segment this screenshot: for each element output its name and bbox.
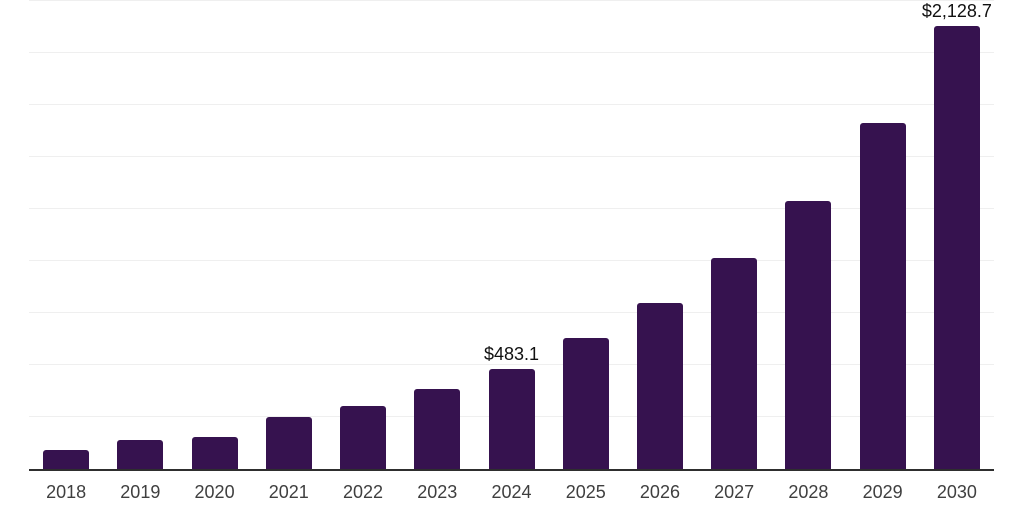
x-tick-2020: 2020: [194, 482, 235, 502]
bar-2025[interactable]: [562, 337, 609, 469]
gridline-500: [29, 364, 994, 365]
x-tick-2024: 2024: [491, 482, 532, 502]
bar-2028[interactable]: [785, 200, 832, 469]
x-tick-2029: 2029: [862, 482, 903, 502]
data-label-2024: $483.1: [483, 343, 540, 364]
x-tick-2028: 2028: [788, 482, 829, 502]
gridline-750: [29, 312, 994, 313]
bar-2024[interactable]: [488, 368, 535, 469]
gridline-2000: [29, 52, 994, 53]
gridline-1750: [29, 104, 994, 105]
data-label-2030: $2,128.7: [921, 1, 992, 22]
x-axis-line: [29, 469, 994, 471]
x-tick-2021: 2021: [268, 482, 309, 502]
gridline-1250: [29, 208, 994, 209]
bar-2019[interactable]: [117, 440, 164, 469]
x-axis: 2018 2019 2020 2021 2022 2023 2024 2025 2026 2027…: [29, 471, 994, 512]
x-tick-2023: 2023: [417, 482, 458, 502]
x-tick-2030: 2030: [936, 482, 977, 502]
x-tick-2022: 2022: [343, 482, 384, 502]
bar-2021[interactable]: [265, 417, 312, 469]
bar-2027[interactable]: [711, 258, 758, 469]
gridline-1500: [29, 156, 994, 157]
x-tick-2025: 2025: [565, 482, 606, 502]
bar-2018[interactable]: [43, 449, 90, 469]
bar-2020[interactable]: [191, 437, 238, 469]
bar-2030[interactable]: [933, 26, 980, 469]
gridline-1000: [29, 260, 994, 261]
x-tick-2027: 2027: [714, 482, 755, 502]
x-tick-2026: 2026: [639, 482, 680, 502]
plot-area: $483.1 $2,128.7: [29, 0, 994, 469]
gridline-2250: [29, 0, 994, 1]
bar-2029[interactable]: [859, 123, 906, 469]
bar-2026[interactable]: [636, 302, 683, 469]
x-tick-2019: 2019: [120, 482, 161, 502]
x-tick-2018: 2018: [46, 482, 87, 502]
bar-2022[interactable]: [340, 405, 387, 469]
bar-2023[interactable]: [414, 389, 461, 469]
